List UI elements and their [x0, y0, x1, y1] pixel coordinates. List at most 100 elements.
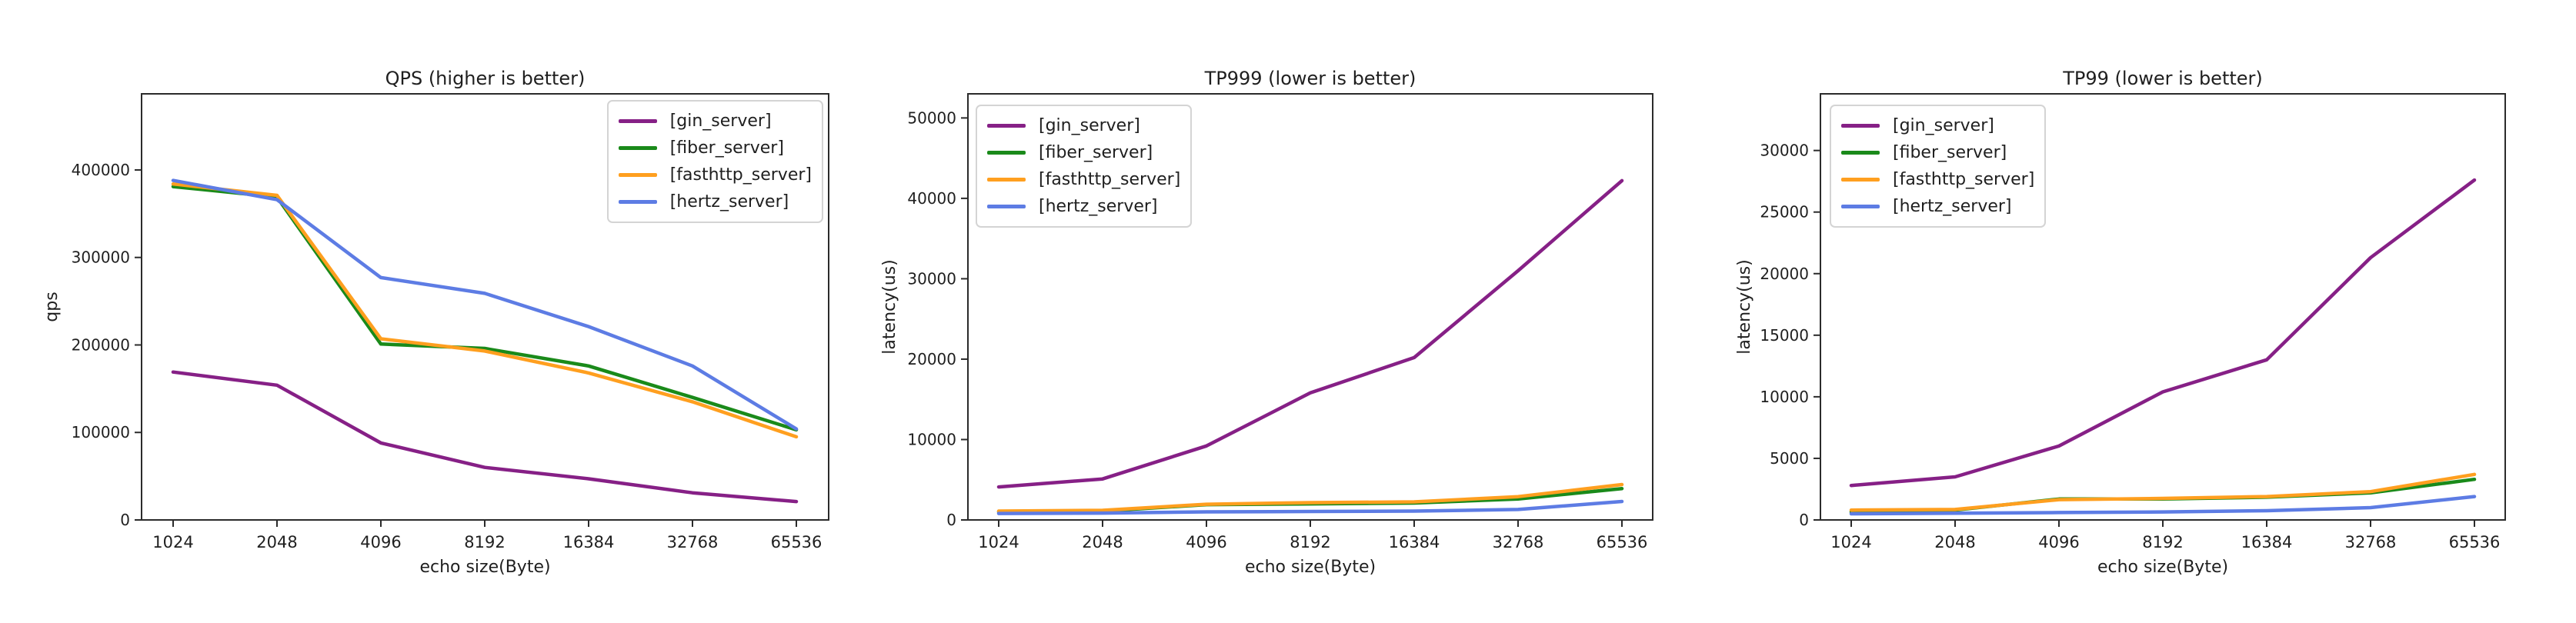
y-tick-label: 15000 — [1760, 326, 1809, 345]
x-tick-label: 32768 — [667, 533, 719, 551]
series-line-fasthttp_server — [1849, 472, 2477, 512]
y-tick-label: 50000 — [907, 108, 956, 127]
x-tick-label: 1024 — [1830, 533, 1871, 551]
legend-item-fasthttp_server: [fasthttp_server] — [1841, 166, 2034, 193]
legend-item-fiber_server: [fiber_server] — [987, 139, 1180, 166]
legend-line-swatch — [618, 200, 657, 204]
x-tick-label: 8192 — [1290, 533, 1330, 551]
x-tick-label: 4096 — [2038, 533, 2079, 551]
x-tick-label: 32768 — [1493, 533, 1544, 551]
chart-title: TP999 (lower is better) — [1204, 68, 1416, 89]
series-line-gin_server — [171, 370, 799, 504]
y-tick-label: 0 — [946, 511, 956, 529]
legend-line-swatch — [618, 173, 657, 177]
legend-item-hertz_server: [hertz_server] — [618, 188, 812, 215]
x-axis-label: echo size(Byte) — [1245, 558, 1376, 577]
x-tick-label: 65536 — [771, 533, 823, 551]
y-tick-label: 20000 — [1760, 265, 1809, 283]
y-tick-label: 300000 — [72, 248, 130, 267]
series-line-hertz_server — [171, 178, 799, 431]
y-tick-label: 30000 — [1760, 142, 1809, 160]
chart-title: QPS (higher is better) — [385, 68, 586, 89]
legend-label: [gin_server] — [669, 112, 772, 131]
x-tick-label: 4096 — [360, 533, 401, 551]
series-line-fasthttp_server — [171, 182, 799, 439]
y-tick-label: 200000 — [72, 335, 130, 354]
legend-item-fasthttp_server: [fasthttp_server] — [618, 162, 812, 188]
legend-item-hertz_server: [hertz_server] — [987, 193, 1180, 220]
y-tick-label: 30000 — [907, 269, 956, 288]
y-tick-label: 5000 — [1770, 449, 1809, 468]
legend-item-fiber_server: [fiber_server] — [618, 135, 812, 162]
legend-line-swatch — [618, 146, 657, 150]
legend-line-swatch — [1841, 178, 1880, 182]
x-tick-label: 8192 — [2142, 533, 2183, 551]
legend-label: [fiber_server] — [669, 138, 784, 158]
plot-svg: 0 10000 20000 30000 40000 50000 1024 2048 4096 81… — [880, 68, 1653, 577]
series-line-fiber_server — [171, 185, 799, 432]
y-tick-label: 400000 — [72, 161, 130, 179]
x-axis-label: echo size(Byte) — [419, 558, 550, 577]
x-tick-label: 16384 — [1389, 533, 1440, 551]
legend-label: [fiber_server] — [1893, 143, 2007, 162]
y-tick-label: 10000 — [907, 430, 956, 448]
y-tick-label: 10000 — [1760, 388, 1809, 406]
legend-item-gin_server: [gin_server] — [1841, 112, 2034, 139]
series-line-hertz_server — [996, 499, 1624, 515]
legend-label: [fasthttp_server] — [1893, 170, 2035, 189]
x-tick-label: 65536 — [1597, 533, 1648, 551]
legend-label: [hertz_server] — [1039, 197, 1158, 216]
legend: [gin_server] [fiber_server] [fasthttp_serv… — [1830, 105, 2047, 228]
chart-tp99: 0 5000 10000 15000 20000 25000 30000 1024 2048 40… — [1717, 0, 2576, 623]
x-tick-label: 1024 — [978, 533, 1019, 551]
legend-line-swatch — [1841, 151, 1880, 155]
y-tick-label: 40000 — [907, 189, 956, 208]
y-axis-label: qps — [42, 292, 62, 321]
legend-item-fasthttp_server: [fasthttp_server] — [987, 166, 1180, 193]
x-tick-label: 2048 — [1934, 533, 1975, 551]
legend-line-swatch — [618, 119, 657, 123]
x-tick-label: 65536 — [2449, 533, 2501, 551]
x-tick-label: 16384 — [2241, 533, 2293, 551]
y-axis-label: latency(us) — [1735, 259, 1754, 354]
legend-line-swatch — [987, 178, 1026, 182]
legend-item-hertz_server: [hertz_server] — [1841, 193, 2034, 220]
legend-line-swatch — [1841, 124, 1880, 128]
series-line-hertz_server — [1849, 495, 2477, 516]
series-line-gin_server — [1849, 178, 2477, 488]
x-tick-label: 2048 — [1082, 533, 1123, 551]
y-tick-label: 20000 — [907, 350, 956, 368]
series-line-fasthttp_server — [996, 482, 1624, 513]
plot-svg: 0 100000 200000 300000 400000 1024 2048 4096 819… — [42, 68, 829, 577]
legend-label: [fasthttp_server] — [669, 165, 812, 185]
x-tick-label: 16384 — [563, 533, 615, 551]
legend-item-gin_server: [gin_server] — [987, 112, 1180, 139]
x-tick-label: 32768 — [2345, 533, 2397, 551]
legend-line-swatch — [987, 205, 1026, 208]
legend-label: [gin_server] — [1039, 116, 1140, 135]
legend-label: [hertz_server] — [1893, 197, 2012, 216]
x-axis-label: echo size(Byte) — [2097, 558, 2228, 577]
legend-line-swatch — [987, 151, 1026, 155]
legend-label: [fiber_server] — [1039, 143, 1153, 162]
x-tick-label: 8192 — [464, 533, 505, 551]
legend-label: [fasthttp_server] — [1039, 170, 1181, 189]
legend-label: [hertz_server] — [669, 192, 789, 212]
y-tick-label: 0 — [1799, 511, 1809, 529]
chart-title: TP99 (lower is better) — [2062, 68, 2263, 89]
legend-label: [gin_server] — [1893, 116, 1994, 135]
chart-qps: 0 100000 200000 300000 400000 1024 2048 4096 819… — [0, 0, 859, 623]
legend-line-swatch — [987, 124, 1026, 128]
series-line-gin_server — [996, 178, 1624, 489]
y-tick-label: 0 — [120, 511, 130, 529]
chart-tp999: 0 10000 20000 30000 40000 50000 1024 2048 4096 81… — [859, 0, 1717, 623]
y-tick-label: 100000 — [72, 423, 130, 441]
legend: [gin_server] [fiber_server] [fasthttp_serv… — [976, 105, 1193, 228]
legend: [gin_server] [fiber_server] [fasthttp_serv… — [606, 100, 823, 223]
legend-line-swatch — [1841, 205, 1880, 208]
legend-item-fiber_server: [fiber_server] — [1841, 139, 2034, 166]
x-tick-label: 1024 — [152, 533, 193, 551]
y-axis-label: latency(us) — [880, 259, 899, 354]
y-tick-label: 25000 — [1760, 203, 1809, 222]
